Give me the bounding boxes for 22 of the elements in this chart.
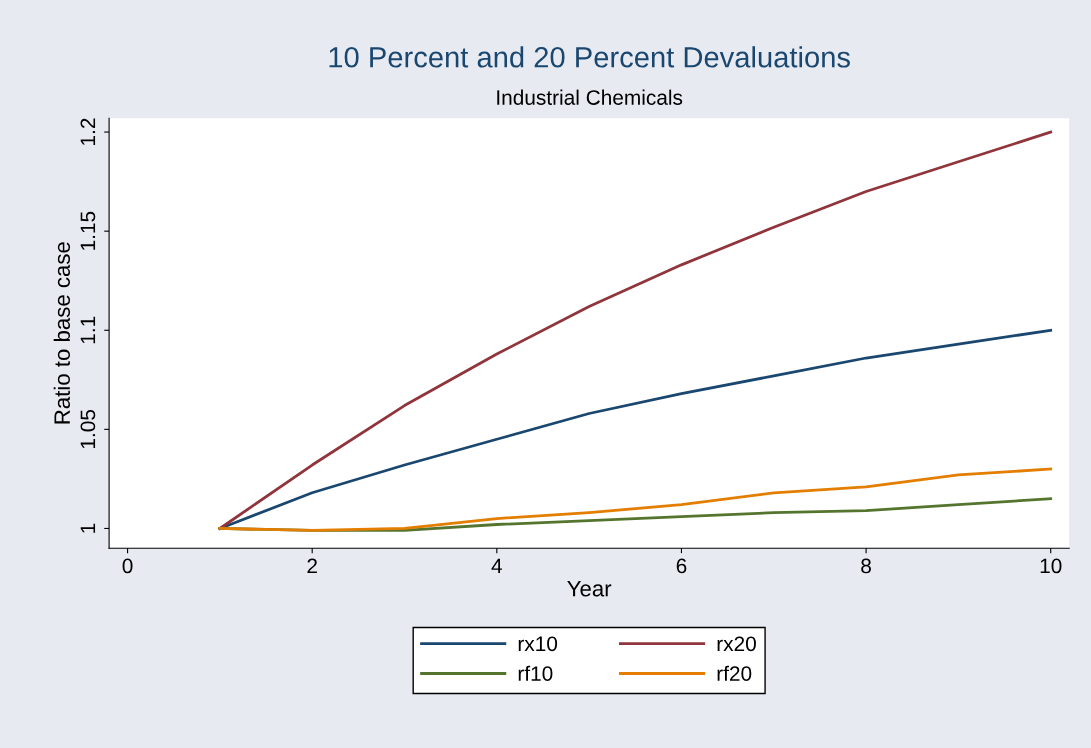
legend-label: rx20 bbox=[717, 636, 756, 652]
legend-label: rx10 bbox=[518, 636, 558, 652]
chart-title: 10 Percent and 20 Percent Devaluations bbox=[329, 46, 850, 68]
legend-label: rf20 bbox=[717, 665, 752, 681]
y-axis-title: Ratio to base case bbox=[53, 242, 71, 424]
y-tick-label: 1 bbox=[80, 523, 96, 533]
y-tick-label: 1.05 bbox=[80, 409, 96, 449]
x-tick-label: 4 bbox=[491, 558, 503, 574]
legend-label: rf10 bbox=[518, 665, 553, 681]
y-tick-label: 1.2 bbox=[80, 118, 96, 145]
x-tick-label: 8 bbox=[861, 558, 871, 574]
x-tick-label: 10 bbox=[1040, 558, 1062, 574]
chart-subtitle: Industrial Chemicals bbox=[497, 89, 683, 105]
y-tick-label: 1.15 bbox=[80, 211, 96, 250]
x-tick-label: 6 bbox=[676, 558, 687, 574]
x-axis-title: Year bbox=[567, 581, 612, 597]
x-tick-label: 0 bbox=[122, 558, 133, 574]
y-tick-label: 1.1 bbox=[80, 316, 96, 344]
line-series bbox=[218, 467, 1053, 532]
line-series bbox=[218, 328, 1053, 530]
line-series bbox=[218, 130, 1053, 530]
x-tick-label: 2 bbox=[307, 558, 317, 574]
